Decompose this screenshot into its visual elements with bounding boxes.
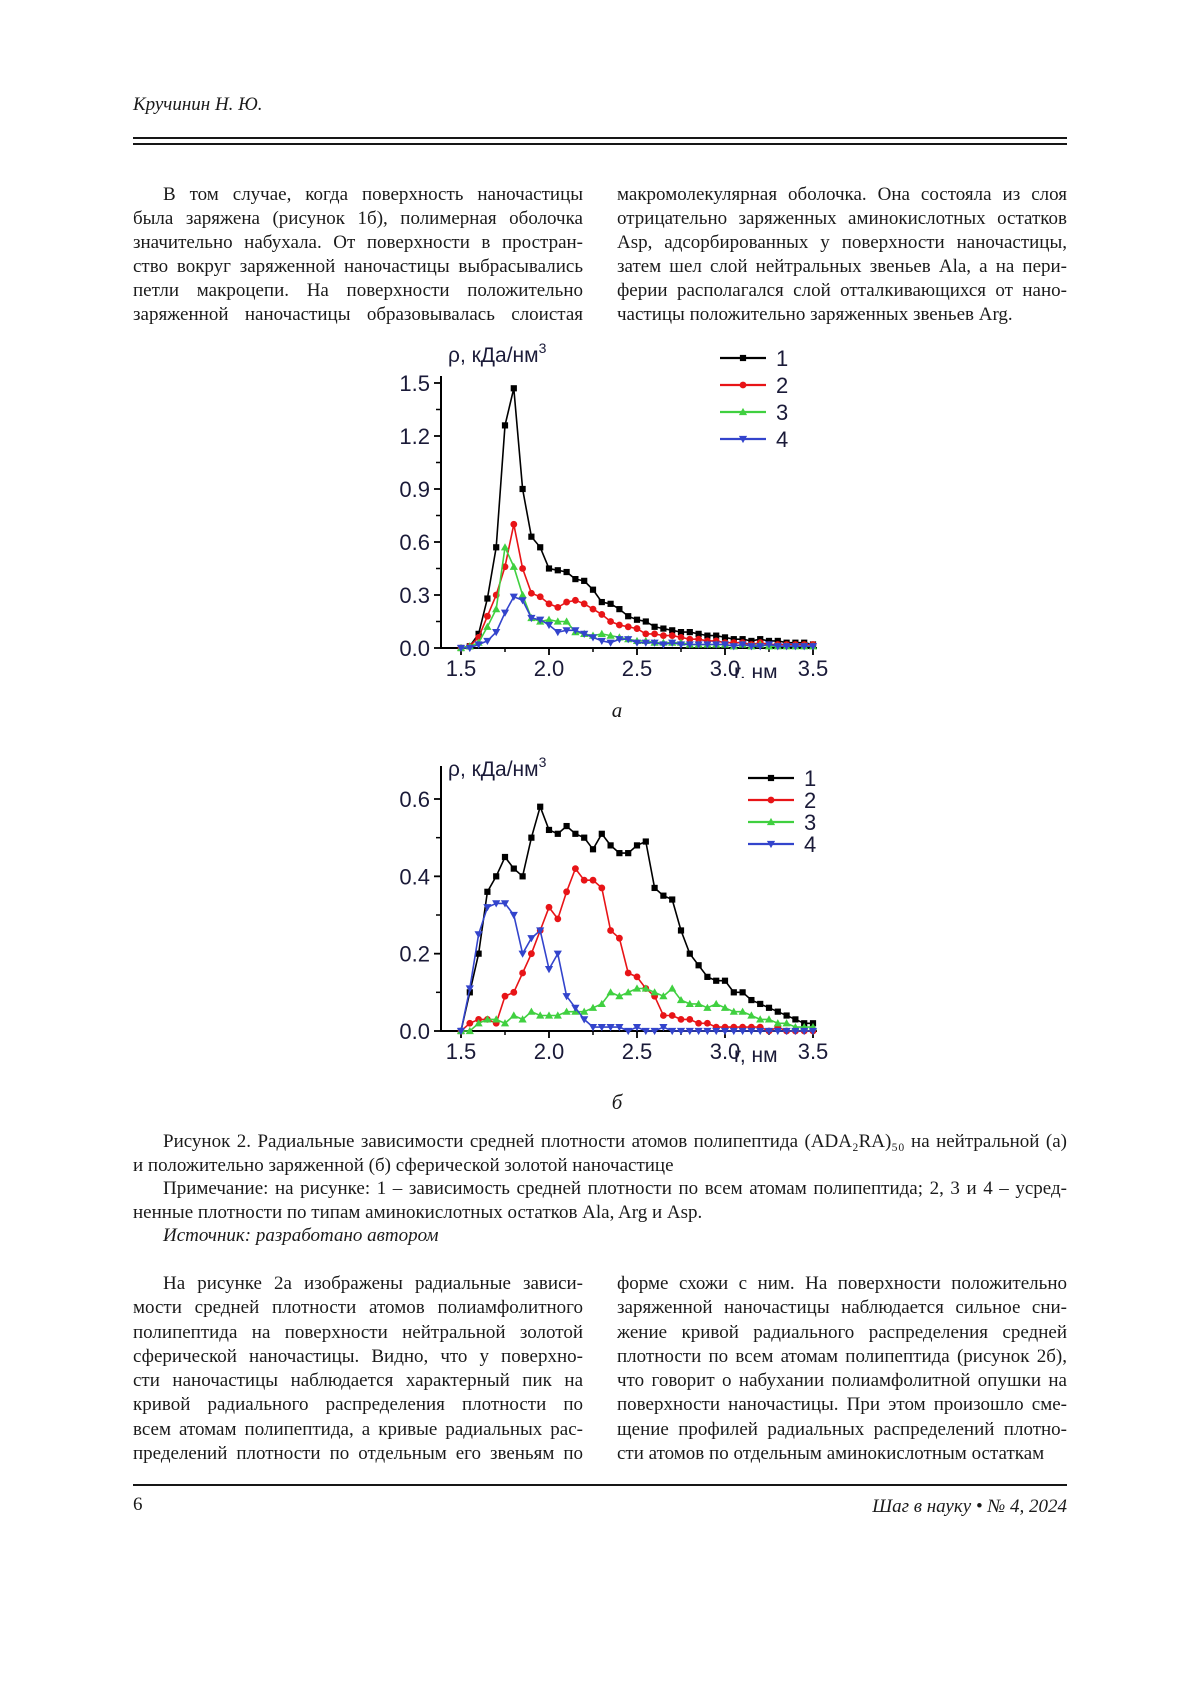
text-line: Примечание: на рисунке: 1 – зависимость … xyxy=(163,1178,1067,1199)
text-line: полипептида на поверхности нейтральной з… xyxy=(133,1321,583,1343)
top-right-column: макромолекулярная оболочка. Она состояла… xyxy=(617,183,1067,327)
svg-text:4: 4 xyxy=(804,832,816,857)
y-axis-title: ρ, кДа/нм3 xyxy=(448,754,547,781)
text-line: Источник: разработано автором xyxy=(163,1225,439,1246)
svg-text:1.2: 1.2 xyxy=(399,424,430,449)
header-double-rule xyxy=(133,137,1067,145)
text-line: ферии располагался слой отталкивающихся … xyxy=(617,280,1067,301)
svg-text:2: 2 xyxy=(776,373,788,398)
text-line: заряженной наночастицы образовывалась сл… xyxy=(133,304,583,325)
svg-text:2.5: 2.5 xyxy=(622,656,653,678)
svg-text:3.0: 3.0 xyxy=(710,1039,741,1064)
bottom-text-columns: На рисунке 2а изображены радиальные зави… xyxy=(133,1272,1067,1466)
text-line: сферической наночастицы. Видно, что у по… xyxy=(133,1345,583,1367)
svg-text:3.5: 3.5 xyxy=(798,656,829,678)
svg-text:0.2: 0.2 xyxy=(399,942,430,967)
text-line: петли макроцепи. На поверхности положите… xyxy=(133,280,583,301)
series-2 xyxy=(457,520,817,652)
text-line: макромолекулярная оболочка. Она состояла… xyxy=(617,184,1067,205)
text-line: жение кривой радиального распределения с… xyxy=(617,1321,1067,1343)
journal-footer: Шаг в науку • № 4, 2024 xyxy=(872,1496,1067,1517)
text-line: и положительно заряженной (б) сферическо… xyxy=(133,1154,674,1176)
text-line: На рисунке 2а изображены радиальные зави… xyxy=(163,1273,583,1294)
svg-text:3.0: 3.0 xyxy=(710,656,741,678)
text-line: форме схожи с ним. На поверхности положи… xyxy=(617,1273,1067,1294)
text-line: щение профилей радиальных распределений … xyxy=(617,1418,1067,1440)
text-line: сти наночастицы наблюдается характерный … xyxy=(133,1370,583,1392)
svg-text:1: 1 xyxy=(804,766,816,791)
text-line: сти атомов по отдельным аминокислотным о… xyxy=(617,1443,1045,1465)
svg-text:0.6: 0.6 xyxy=(399,787,430,812)
page-number: 6 xyxy=(133,1494,143,1515)
svg-text:3: 3 xyxy=(804,810,816,835)
top-text-columns: В том случае, когда поверхность наночаст… xyxy=(133,183,1067,327)
y-axis-title: ρ, кДа/нм3 xyxy=(448,340,547,367)
svg-text:0.0: 0.0 xyxy=(399,1019,430,1044)
text-line: всем атомам полипептида, а кривые радиал… xyxy=(133,1418,583,1440)
chart-a: 1.5 2.0 2.5 3.0 3.5 0.0 0.3 0.6 0.9 1.2 1.5 ρ, кДа/… xyxy=(368,338,838,684)
series-2 xyxy=(457,865,817,1035)
svg-text:2: 2 xyxy=(804,788,816,813)
svg-text:0.6: 0.6 xyxy=(399,530,430,555)
series-4 xyxy=(456,593,818,653)
svg-text:0.9: 0.9 xyxy=(399,477,430,502)
series-3 xyxy=(456,543,818,652)
text-line: пределений плотности по отдельным его зв… xyxy=(133,1443,583,1465)
footer-rule xyxy=(133,1484,1067,1486)
series-4 xyxy=(456,900,818,1036)
panel-label-b: б xyxy=(611,1090,623,1114)
svg-text:0.0: 0.0 xyxy=(399,636,430,661)
author-name: Кручинин Н. Ю. xyxy=(133,94,263,115)
text-line: Asp, адсорбированных у поверхности наноч… xyxy=(617,232,1067,253)
svg-text:1.5: 1.5 xyxy=(446,1039,477,1064)
svg-text:0.3: 0.3 xyxy=(399,583,430,608)
svg-text:2.0: 2.0 xyxy=(534,656,565,678)
text-line: затем шел слой нейтральных звеньев Ala, … xyxy=(617,256,1067,277)
text-line: была заряжена (рисунок 1б), полимерная о… xyxy=(133,208,583,229)
text-line: В том случае, когда поверхность наночаст… xyxy=(163,184,583,205)
series-3 xyxy=(456,984,818,1035)
svg-text:2.5: 2.5 xyxy=(622,1039,653,1064)
bottom-left-column: На рисунке 2а изображены радиальные зави… xyxy=(133,1272,583,1466)
x-axis-title: r, нм xyxy=(734,661,778,678)
text-line: что говорит о набухании полиамфолитной о… xyxy=(617,1370,1067,1392)
svg-text:3: 3 xyxy=(776,400,788,425)
x-axis-title: r, нм xyxy=(734,1044,778,1067)
text-line: отрицательно заряженных аминокислотных о… xyxy=(617,208,1067,229)
text-line: ненные плотности по типам аминокислотных… xyxy=(133,1201,703,1223)
svg-text:3.5: 3.5 xyxy=(798,1039,829,1064)
svg-text:4: 4 xyxy=(776,427,788,452)
svg-text:2.0: 2.0 xyxy=(534,1039,565,1064)
svg-text:1: 1 xyxy=(776,346,788,371)
text-line: кривой радиального распределения плотнос… xyxy=(133,1394,583,1416)
svg-text:1.5: 1.5 xyxy=(446,656,477,678)
bottom-right-column: форме схожи с ним. На поверхности положи… xyxy=(617,1272,1067,1466)
chart-b: 1.5 2.0 2.5 3.0 3.5 0.0 0.2 0.4 0.6 ρ, кДа/нм3 r, … xyxy=(368,738,838,1068)
text-line: мости средней плотности атомов полиамфол… xyxy=(133,1297,583,1319)
svg-text:0.4: 0.4 xyxy=(399,864,430,889)
tick-labels: 1.5 2.0 2.5 3.0 3.5 0.0 0.3 0.6 0.9 1.2 1.5 xyxy=(399,371,829,681)
text-line: заряженной наночастицы наблюдается сильн… xyxy=(617,1297,1067,1319)
svg-text:1.5: 1.5 xyxy=(399,371,430,396)
figure-caption: Рисунок 2. Радиальные зависимости средне… xyxy=(133,1130,1067,1248)
series-1 xyxy=(457,803,817,1035)
tick-labels: 1.5 2.0 2.5 3.0 3.5 0.0 0.2 0.4 0.6 xyxy=(399,787,828,1064)
text-line: Рисунок 2. Радиальные зависимости средне… xyxy=(163,1131,1067,1152)
series-1 xyxy=(457,385,817,652)
text-line: плотности по всем атомам полипептида (ри… xyxy=(617,1345,1067,1367)
top-left-column: В том случае, когда поверхность наночаст… xyxy=(133,183,583,327)
panel-label-a: а xyxy=(611,698,623,722)
text-line: частицы положительно заряженных звеньев … xyxy=(617,304,1013,325)
text-line: значительно набухала. От поверхности в п… xyxy=(133,232,583,253)
text-line: ство вокруг заряженной наночастицы выбра… xyxy=(133,256,583,277)
text-line: поверхности наночастицы. При этом произо… xyxy=(617,1394,1067,1416)
